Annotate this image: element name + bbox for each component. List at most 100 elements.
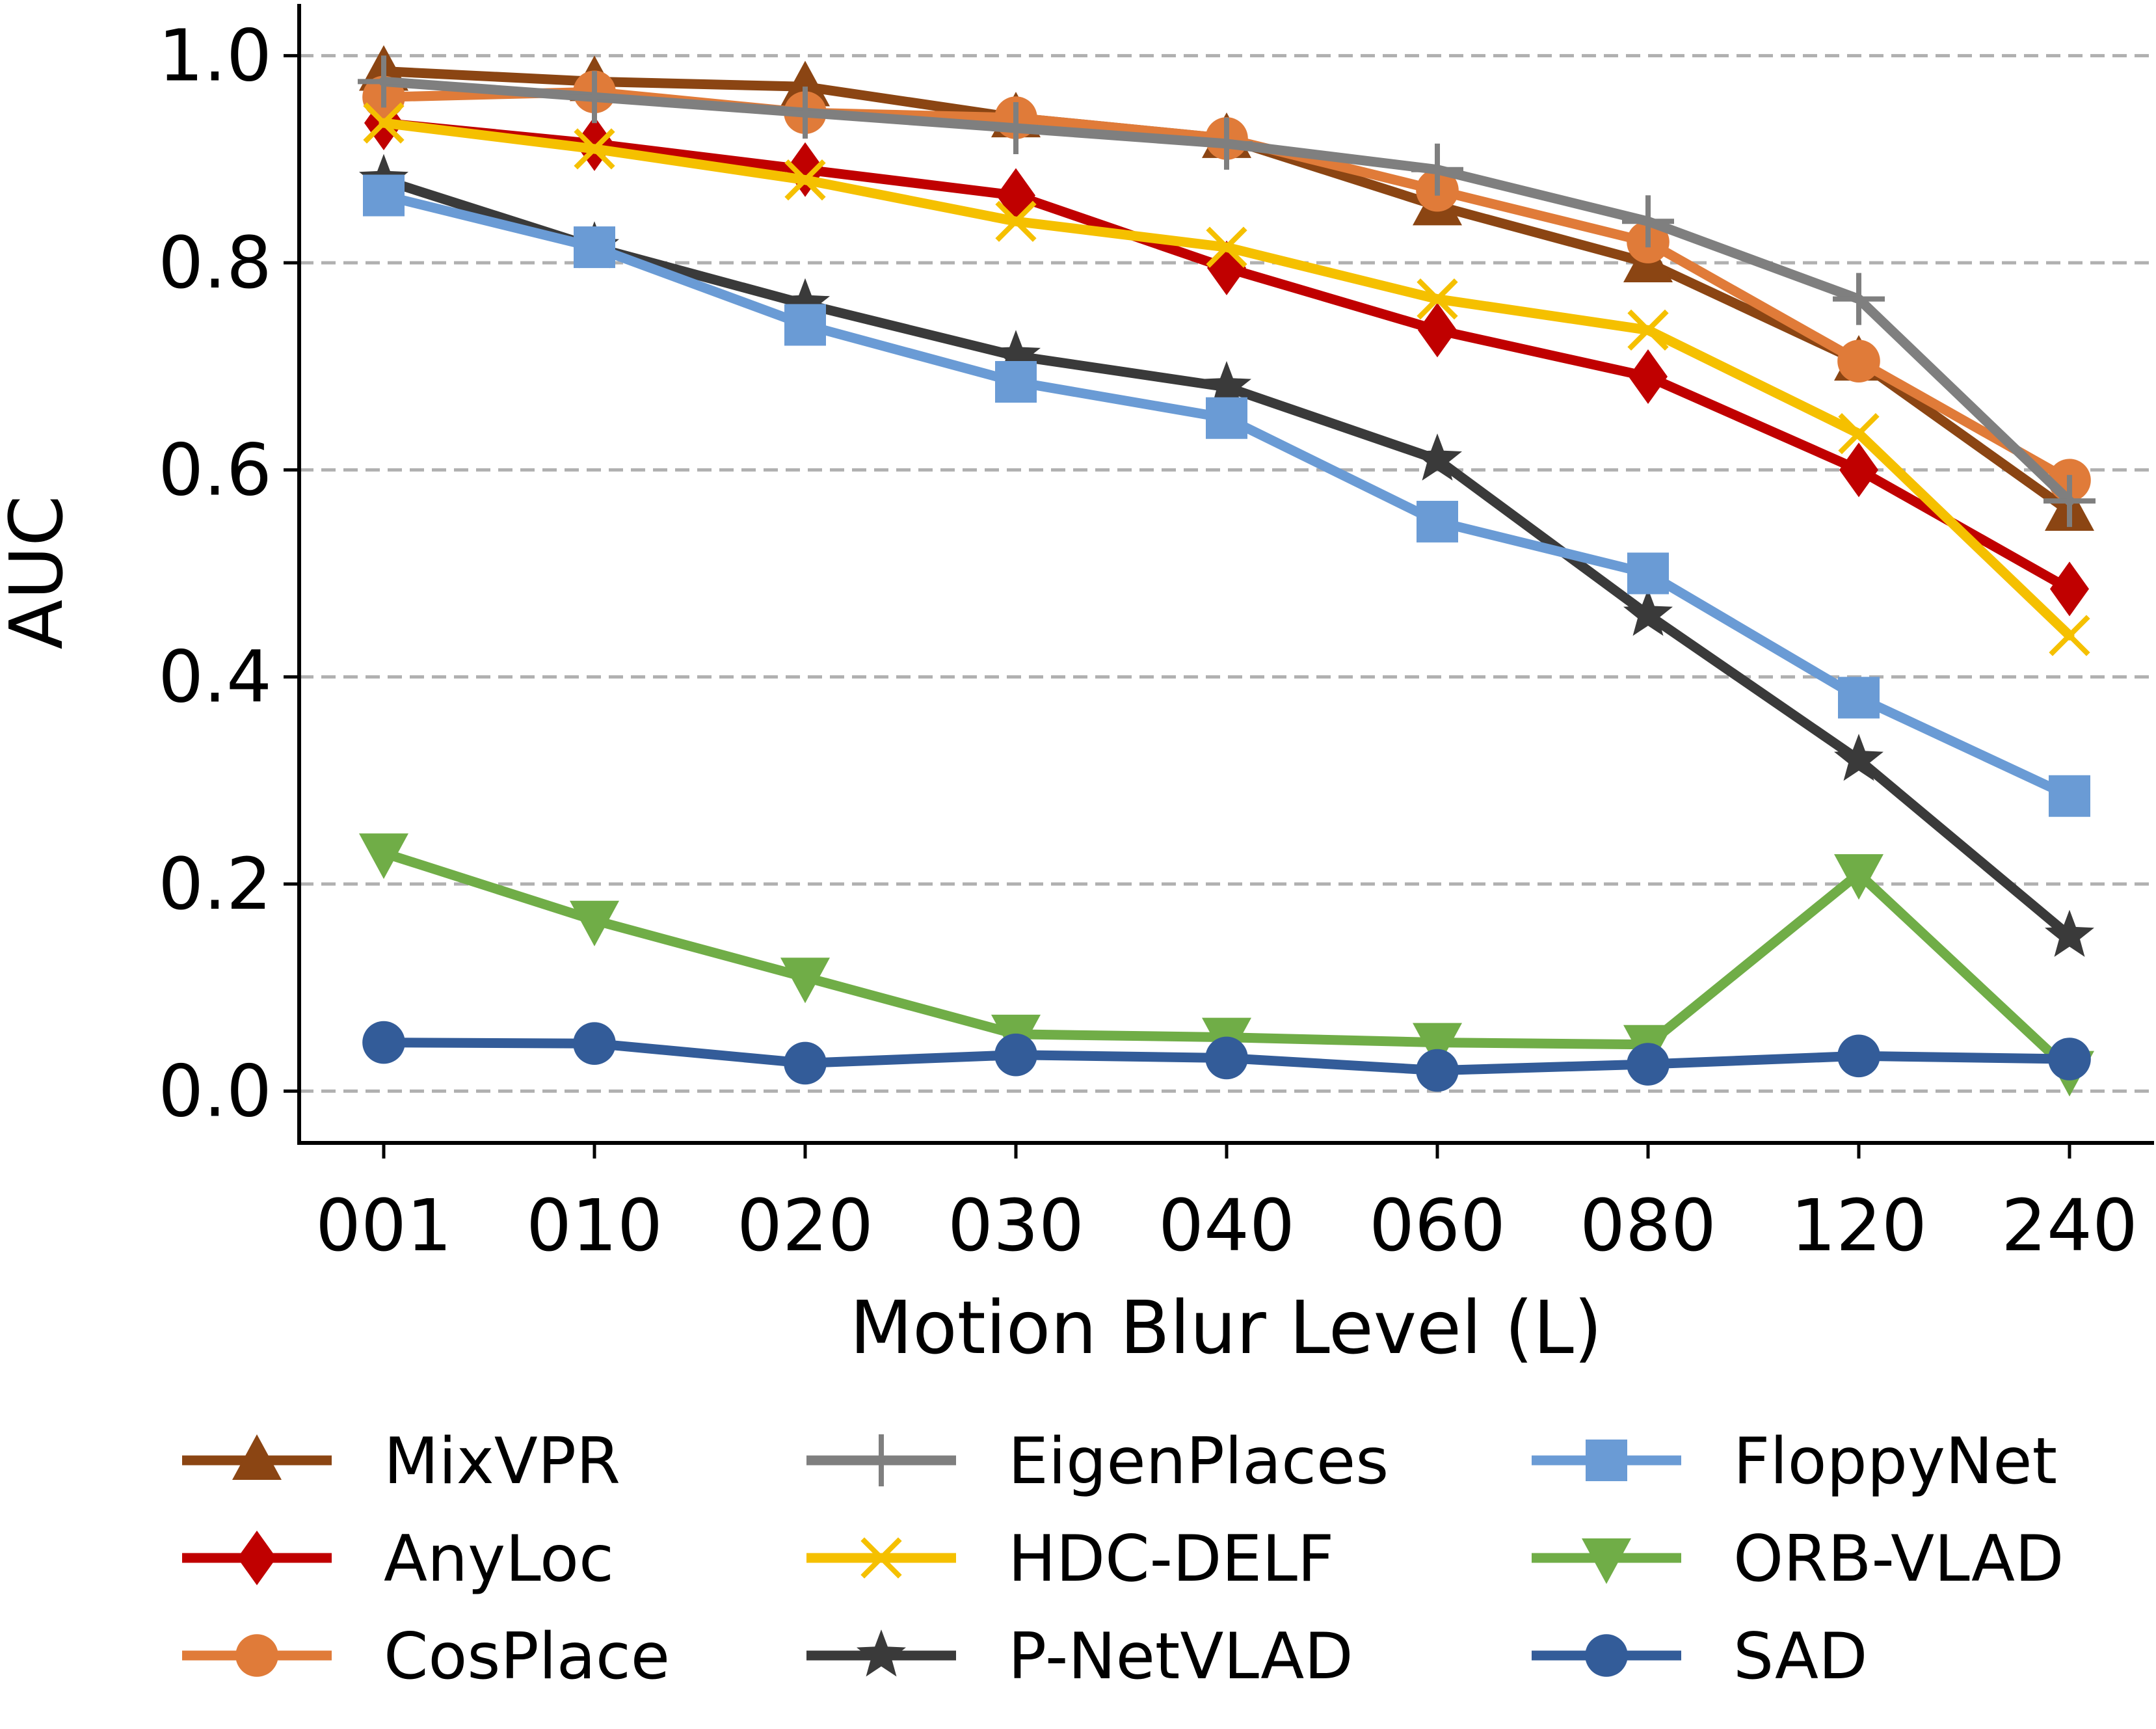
y-tick-label: 1.0 xyxy=(158,14,272,98)
data-point xyxy=(574,226,615,269)
data-point xyxy=(573,1022,616,1065)
legend-entry: FloppyNet xyxy=(1532,1425,2057,1499)
legend-entry: HDC-DELF xyxy=(806,1522,1334,1596)
legend-entry: SAD xyxy=(1532,1620,1868,1694)
x-tick-label: 030 xyxy=(948,1184,1084,1267)
data-point xyxy=(994,1033,1037,1077)
data-point xyxy=(995,200,1037,242)
data-point xyxy=(995,361,1037,403)
data-point xyxy=(2049,615,2090,656)
y-ticks: 0.0 0.2 0.4 0.6 0.8 1.0 xyxy=(158,14,299,1133)
data-point xyxy=(1627,1043,1670,1086)
data-point xyxy=(1838,412,1880,455)
legend-entry: MixVPR xyxy=(182,1425,620,1499)
data-point xyxy=(1834,734,1883,781)
data-point xyxy=(358,55,410,108)
series-lines xyxy=(358,45,2096,1097)
x-tick-label: 010 xyxy=(526,1184,663,1267)
legend-marker xyxy=(1582,1538,1631,1584)
data-point xyxy=(362,1021,405,1064)
x-tick-label: 120 xyxy=(1790,1184,1927,1267)
data-point xyxy=(1627,552,1669,595)
grid-lines xyxy=(299,54,2154,1093)
data-point xyxy=(1837,1034,1880,1078)
x-tick-label: 080 xyxy=(1580,1184,1716,1267)
legend-marker xyxy=(237,1531,276,1585)
x-ticks: 001 010 020 030 040 060 080 120 240 xyxy=(315,1143,2138,1267)
data-point xyxy=(1413,1023,1462,1069)
legend-label: SAD xyxy=(1733,1620,1868,1694)
series-line xyxy=(379,118,2075,594)
series-sad xyxy=(362,1021,2091,1092)
legend-entry: CosPlace xyxy=(182,1620,670,1694)
x-tick-label: 040 xyxy=(1158,1184,1295,1267)
data-point xyxy=(1629,349,1668,405)
legend-marker xyxy=(855,1434,907,1486)
legend-label: CosPlace xyxy=(384,1620,670,1694)
legend-label: HDC-DELF xyxy=(1008,1522,1334,1596)
data-point xyxy=(1839,442,1878,498)
legend-entry: P-NetVLAD xyxy=(806,1620,1353,1694)
data-point xyxy=(990,102,1042,155)
data-point xyxy=(1418,302,1457,358)
x-tick-label: 001 xyxy=(315,1184,452,1267)
y-tick-label: 0.8 xyxy=(158,221,272,304)
legend-label: P-NetVLAD xyxy=(1008,1620,1353,1694)
data-point xyxy=(780,958,830,1004)
legend-entry: AnyLoc xyxy=(182,1522,614,1596)
y-axis-label: AUC xyxy=(0,496,79,650)
legend-marker xyxy=(860,1537,902,1579)
legend-marker xyxy=(857,1629,906,1677)
data-point xyxy=(359,833,408,879)
series-eigenplaces xyxy=(358,55,2096,528)
data-point xyxy=(1627,309,1669,351)
legend: MixVPR AnyLoc CosPlace EigenPlaces HDC-DELF P… xyxy=(182,1425,2064,1694)
data-point xyxy=(1411,143,1463,196)
legend-label: ORB-VLAD xyxy=(1733,1522,2064,1596)
data-point xyxy=(1413,433,1462,481)
data-point xyxy=(1206,397,1247,439)
data-point xyxy=(570,900,619,946)
data-point xyxy=(991,330,1041,377)
legend-marker xyxy=(1585,1634,1628,1677)
legend-marker xyxy=(1586,1440,1627,1481)
data-point xyxy=(2048,1038,2091,1080)
data-point xyxy=(1202,361,1251,409)
x-tick-label: 240 xyxy=(2001,1184,2138,1267)
data-point xyxy=(1833,273,1885,325)
data-point xyxy=(1622,195,1674,248)
series-floppynet xyxy=(363,174,2090,817)
data-point xyxy=(784,1041,827,1085)
data-point xyxy=(1417,500,1458,543)
legend-marker xyxy=(235,1634,278,1677)
data-point xyxy=(574,128,615,170)
data-point xyxy=(2050,561,2089,617)
x-tick-label: 020 xyxy=(737,1184,873,1267)
axes xyxy=(297,4,2154,1145)
data-point xyxy=(780,60,830,107)
y-tick-label: 0.0 xyxy=(158,1049,272,1133)
data-point xyxy=(1201,117,1253,170)
data-point xyxy=(363,102,405,144)
y-tick-label: 0.4 xyxy=(158,636,272,719)
data-point xyxy=(2049,775,2090,817)
series-anyloc xyxy=(364,96,2089,617)
data-point xyxy=(779,87,831,139)
data-point xyxy=(1416,1049,1459,1092)
legend-label: MixVPR xyxy=(384,1425,620,1499)
data-point xyxy=(1417,278,1458,320)
data-point xyxy=(568,71,620,124)
data-point xyxy=(2045,909,2094,957)
y-tick-label: 0.2 xyxy=(158,842,272,926)
x-tick-label: 060 xyxy=(1369,1184,1506,1267)
data-point xyxy=(780,278,830,325)
data-point xyxy=(1623,589,1673,636)
legend-marker xyxy=(232,1434,282,1480)
x-axis-label: Motion Blur Level (L) xyxy=(850,1286,1603,1371)
legend-entry: ORB-VLAD xyxy=(1532,1522,2064,1596)
legend-label: EigenPlaces xyxy=(1008,1425,1389,1499)
data-point xyxy=(2043,475,2096,528)
data-point xyxy=(363,174,405,217)
legend-label: AnyLoc xyxy=(384,1522,614,1596)
